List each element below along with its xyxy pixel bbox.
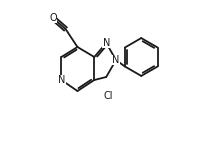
Text: N: N: [112, 55, 120, 65]
Text: O: O: [49, 13, 57, 23]
Text: N: N: [103, 38, 110, 48]
Text: Cl: Cl: [104, 91, 113, 101]
Text: N: N: [58, 75, 65, 85]
